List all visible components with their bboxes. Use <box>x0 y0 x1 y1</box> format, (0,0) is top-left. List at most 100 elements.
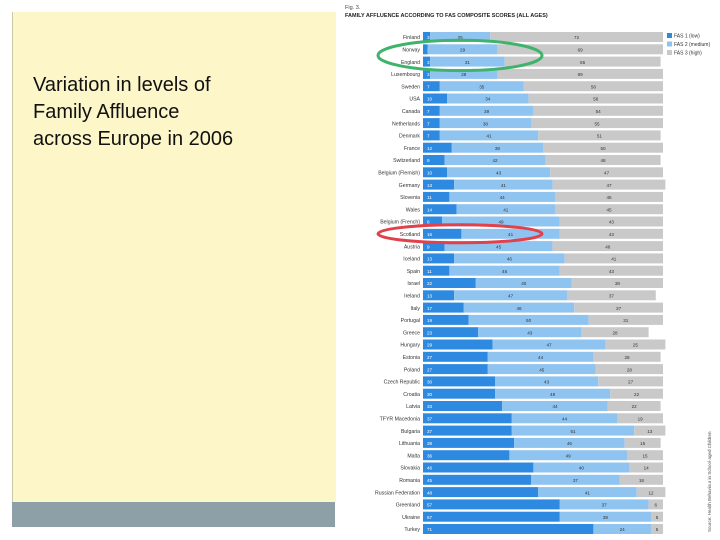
category-label: Hungary <box>400 343 420 349</box>
bar-segment <box>442 216 560 227</box>
footer-bar <box>12 502 335 527</box>
bar-segment <box>451 142 543 153</box>
data-label: 72 <box>574 35 580 40</box>
fig-label: Fig. 3. <box>345 5 361 11</box>
bar-segment <box>651 511 663 522</box>
data-label: 13 <box>427 294 433 299</box>
bar-segment <box>538 130 661 141</box>
bar-segment <box>619 474 663 485</box>
category-label: Estonia <box>403 355 420 361</box>
bar-segment <box>423 487 539 498</box>
bar-segment <box>502 401 608 411</box>
data-label: 15 <box>642 453 648 458</box>
data-label: 19 <box>427 318 433 323</box>
category-label: Slovenia <box>400 195 420 201</box>
category-label: Israel <box>407 281 420 287</box>
data-label: 51 <box>570 429 576 434</box>
data-label: 14 <box>427 207 433 212</box>
data-label: 43 <box>544 380 550 385</box>
bar-segment <box>423 278 476 288</box>
title-panel <box>12 12 336 502</box>
data-label: 50 <box>600 146 606 151</box>
bar-segment <box>423 56 431 67</box>
data-label: 13 <box>427 257 433 262</box>
data-label: 45 <box>496 244 502 249</box>
bar-segment <box>648 499 663 510</box>
data-label: 30 <box>427 392 433 397</box>
bar-segment <box>423 474 531 485</box>
bar-segment <box>423 118 440 129</box>
data-label: 71 <box>427 527 433 532</box>
data-label: 69 <box>578 72 584 77</box>
category-label: Turkey <box>404 527 420 533</box>
bar-segment <box>511 413 618 424</box>
legend-label: FAS 1 (low) <box>674 34 700 40</box>
category-label: Italy <box>410 306 420 312</box>
data-label: 38 <box>615 281 621 286</box>
bar-segment <box>588 314 663 325</box>
data-label: 22 <box>632 404 638 409</box>
data-label: 51 <box>597 134 603 139</box>
bar-segment <box>497 68 663 79</box>
category-label: Germany <box>399 183 421 189</box>
data-label: 47 <box>604 171 610 176</box>
data-label: 57 <box>427 503 433 508</box>
bar-segment <box>571 278 663 288</box>
data-label: 46 <box>605 244 611 249</box>
data-label: 7 <box>427 134 430 139</box>
data-label: 41 <box>501 183 507 188</box>
category-label: Portugal <box>401 318 420 324</box>
bar-segment <box>423 228 462 239</box>
bar-segment <box>456 204 555 215</box>
data-label: 44 <box>562 417 568 422</box>
bar-segment <box>423 265 450 276</box>
data-label: 37 <box>427 429 433 434</box>
bar-segment <box>559 499 649 510</box>
bar-segment <box>454 253 565 264</box>
data-label: 41 <box>503 207 509 212</box>
bar-segment <box>439 130 539 141</box>
bar-segment <box>439 81 524 92</box>
legend-swatch <box>667 33 672 38</box>
bar-segment <box>423 216 443 227</box>
data-label: 24 <box>620 527 626 532</box>
legend-label: FAS 2 (medium) <box>674 42 710 48</box>
data-label: 45 <box>606 207 612 212</box>
bar-segment <box>423 511 560 522</box>
data-label: 45 <box>539 367 545 372</box>
bar-segment <box>423 241 445 252</box>
data-label: 48 <box>550 392 556 397</box>
bar-segment <box>559 265 663 276</box>
bar-segment <box>423 401 503 411</box>
bar-segment <box>454 179 553 190</box>
category-label: Belgium (French) <box>380 220 420 226</box>
data-label: 29 <box>427 343 433 348</box>
data-label: 38 <box>427 441 433 446</box>
bar-segment <box>449 191 555 202</box>
bar-segment <box>492 339 606 350</box>
data-label: 5 <box>656 527 659 532</box>
data-label: 33 <box>427 404 433 409</box>
data-label: 23 <box>427 330 433 335</box>
data-label: 56 <box>593 97 599 102</box>
data-label: 11 <box>427 269 432 274</box>
bar-segment <box>567 290 656 301</box>
bar-segment <box>427 44 498 55</box>
data-label: 27 <box>427 355 433 360</box>
data-label: 57 <box>427 515 433 520</box>
bar-segment <box>444 241 553 252</box>
bar-segment <box>423 437 515 448</box>
data-label: 37 <box>616 306 622 311</box>
bar-segment <box>423 155 445 165</box>
data-label: 3 <box>427 35 430 40</box>
bar-segment <box>487 364 596 375</box>
bar-segment <box>605 339 666 350</box>
bar-segment <box>487 351 594 362</box>
bar-segment <box>423 167 447 178</box>
bar-segment <box>423 499 560 510</box>
category-label: Wales <box>406 207 421 213</box>
category-label: Ukraine <box>402 515 420 521</box>
bar-segment <box>430 56 505 67</box>
category-label: Latvia <box>406 404 420 410</box>
bar-segment <box>495 388 611 399</box>
